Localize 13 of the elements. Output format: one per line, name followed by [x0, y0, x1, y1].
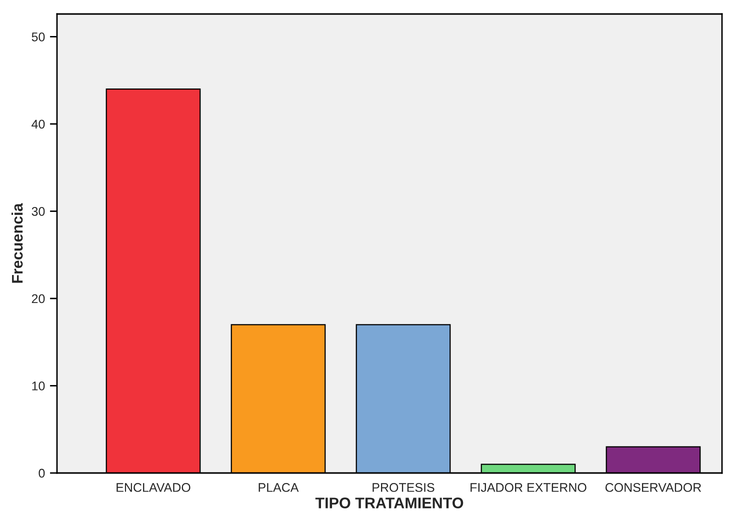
y-tick-label: 0	[38, 468, 45, 478]
y-axis-title: Frecuencia	[11, 203, 23, 283]
x-tick-label: CONSERVADOR	[605, 483, 702, 492]
x-tick-label: PROTESIS	[372, 483, 434, 492]
x-tick-label: FIJADOR EXTERNO	[470, 483, 586, 492]
y-tick-label: 30	[32, 207, 45, 216]
x-tick-label: PLACA	[258, 483, 299, 492]
y-tick-label: 10	[32, 382, 45, 390]
y-tick-label: 50	[32, 32, 45, 42]
x-axis-title: TIPO TRATAMIENTO	[315, 498, 464, 508]
y-tick-label: 20	[32, 294, 45, 304]
y-tick-label: 40	[32, 120, 45, 129]
x-tick-label: ENCLAVADO	[116, 483, 190, 492]
